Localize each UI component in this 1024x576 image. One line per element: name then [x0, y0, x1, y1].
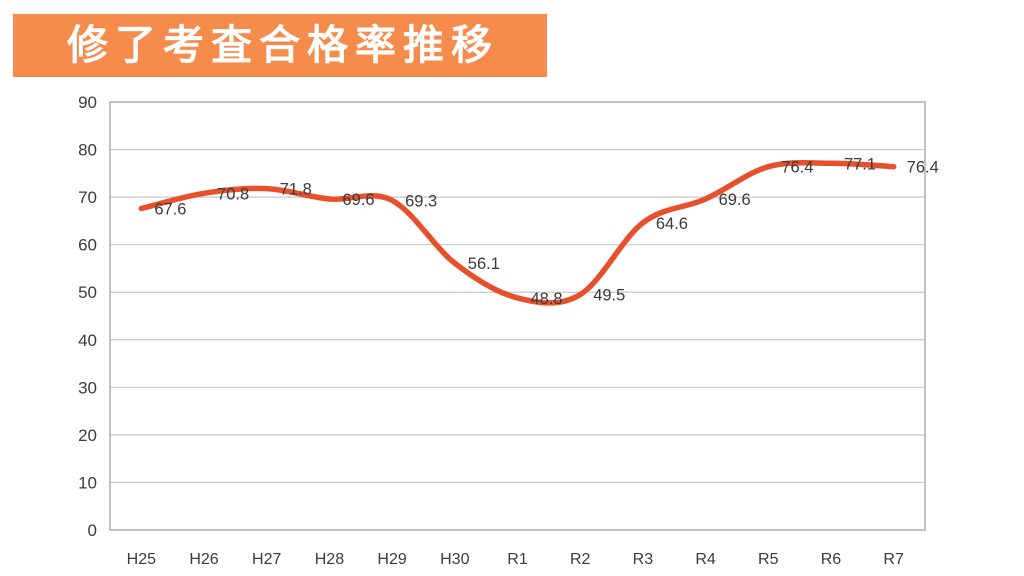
- data-point-label: 48.8: [531, 290, 563, 308]
- y-axis-tick-label: 20: [78, 426, 97, 445]
- data-point-label: 71.8: [280, 181, 312, 199]
- y-axis-tick-label: 50: [78, 283, 97, 302]
- data-point-label: 56.1: [468, 255, 500, 273]
- x-axis-tick-label: R6: [821, 551, 842, 568]
- x-axis-tick-label: R4: [695, 551, 716, 568]
- x-axis-tick-label: R2: [570, 551, 591, 568]
- x-axis-tick-label: H29: [377, 551, 406, 568]
- x-axis-tick-label: R5: [758, 551, 779, 568]
- y-axis-tick-label: 60: [78, 236, 97, 255]
- data-point-label: 70.8: [217, 185, 249, 203]
- y-axis-tick-label: 40: [78, 331, 97, 350]
- data-point-label: 49.5: [593, 287, 625, 305]
- x-axis-tick-label: H26: [189, 551, 218, 568]
- chart-title-banner: 修了考査合格率推移: [13, 14, 547, 77]
- x-axis-tick-label: H25: [127, 551, 156, 568]
- data-point-label: 67.6: [154, 201, 186, 219]
- y-axis-tick-label: 0: [88, 521, 97, 540]
- data-point-label: 64.6: [656, 215, 688, 233]
- x-axis-tick-label: R1: [507, 551, 528, 568]
- data-point-label: 69.6: [342, 191, 374, 209]
- x-axis-tick-label: H30: [440, 551, 469, 568]
- y-axis-tick-label: 80: [78, 141, 97, 160]
- data-point-label: 77.1: [844, 155, 876, 173]
- y-axis-tick-label: 90: [78, 93, 97, 112]
- data-point-label: 76.4: [907, 159, 939, 177]
- x-axis-tick-label: H28: [315, 551, 344, 568]
- x-axis-tick-label: H27: [252, 551, 281, 568]
- chart-title: 修了考査合格率推移: [67, 22, 499, 68]
- y-axis-tick-label: 70: [78, 188, 97, 207]
- y-axis-tick-label: 30: [78, 378, 97, 397]
- x-axis-tick-label: R7: [883, 551, 904, 568]
- plot-area-border: [109, 101, 926, 531]
- data-point-label: 76.4: [781, 159, 813, 177]
- x-axis-tick-label: R3: [633, 551, 654, 568]
- data-point-label: 69.3: [405, 192, 437, 210]
- y-axis-tick-label: 10: [78, 473, 97, 492]
- pass-rate-data-line: [138, 160, 897, 306]
- data-point-label: 69.6: [719, 191, 751, 209]
